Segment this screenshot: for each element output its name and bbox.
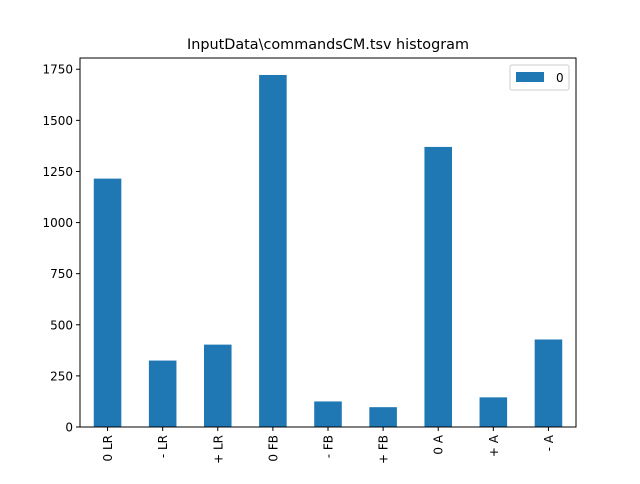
x-tick-label-0: 0 LR <box>101 435 115 461</box>
y-tick-label-4: 1000 <box>42 216 73 230</box>
bar-8 <box>534 339 563 427</box>
x-axis: 0 LR - LR + LR 0 FB - FB + FB 0 A + A - A <box>101 427 556 464</box>
x-tick-label-4: - FB <box>322 435 336 458</box>
x-tick-label-8: - A <box>542 434 556 451</box>
x-tick-label-6: 0 A <box>432 434 446 454</box>
x-tick-label-7: + A <box>487 434 501 457</box>
bar-7 <box>479 397 508 427</box>
bar-5 <box>369 407 397 427</box>
bar-1 <box>148 360 177 427</box>
y-tick-label-2: 500 <box>50 318 73 332</box>
y-tick-label-7: 1750 <box>42 63 73 77</box>
bars-group <box>93 74 563 427</box>
y-tick-label-3: 750 <box>50 267 73 281</box>
y-axis: 0 250 500 750 1000 1250 1500 1750 <box>42 63 80 435</box>
chart-title: InputData\commandsCM.tsv histogram <box>187 37 469 53</box>
y-tick-label-0: 0 <box>65 421 73 435</box>
x-tick-label-5: + FB <box>377 435 391 464</box>
y-tick-label-6: 1500 <box>42 114 73 128</box>
bar-3 <box>259 74 287 427</box>
legend: 0 <box>509 64 570 91</box>
legend-label: 0 <box>556 71 564 85</box>
x-tick-label-1: - LR <box>156 435 170 458</box>
y-tick-label-5: 1250 <box>42 165 73 179</box>
x-tick-label-3: 0 FB <box>266 435 280 462</box>
legend-swatch <box>516 72 544 82</box>
bar-0 <box>93 178 122 427</box>
bar-2 <box>204 344 232 427</box>
x-tick-label-2: + LR <box>211 435 225 464</box>
y-tick-label-1: 250 <box>50 369 73 383</box>
bar-4 <box>314 401 342 427</box>
bar-6 <box>424 146 452 427</box>
plot-frame <box>79 57 577 428</box>
